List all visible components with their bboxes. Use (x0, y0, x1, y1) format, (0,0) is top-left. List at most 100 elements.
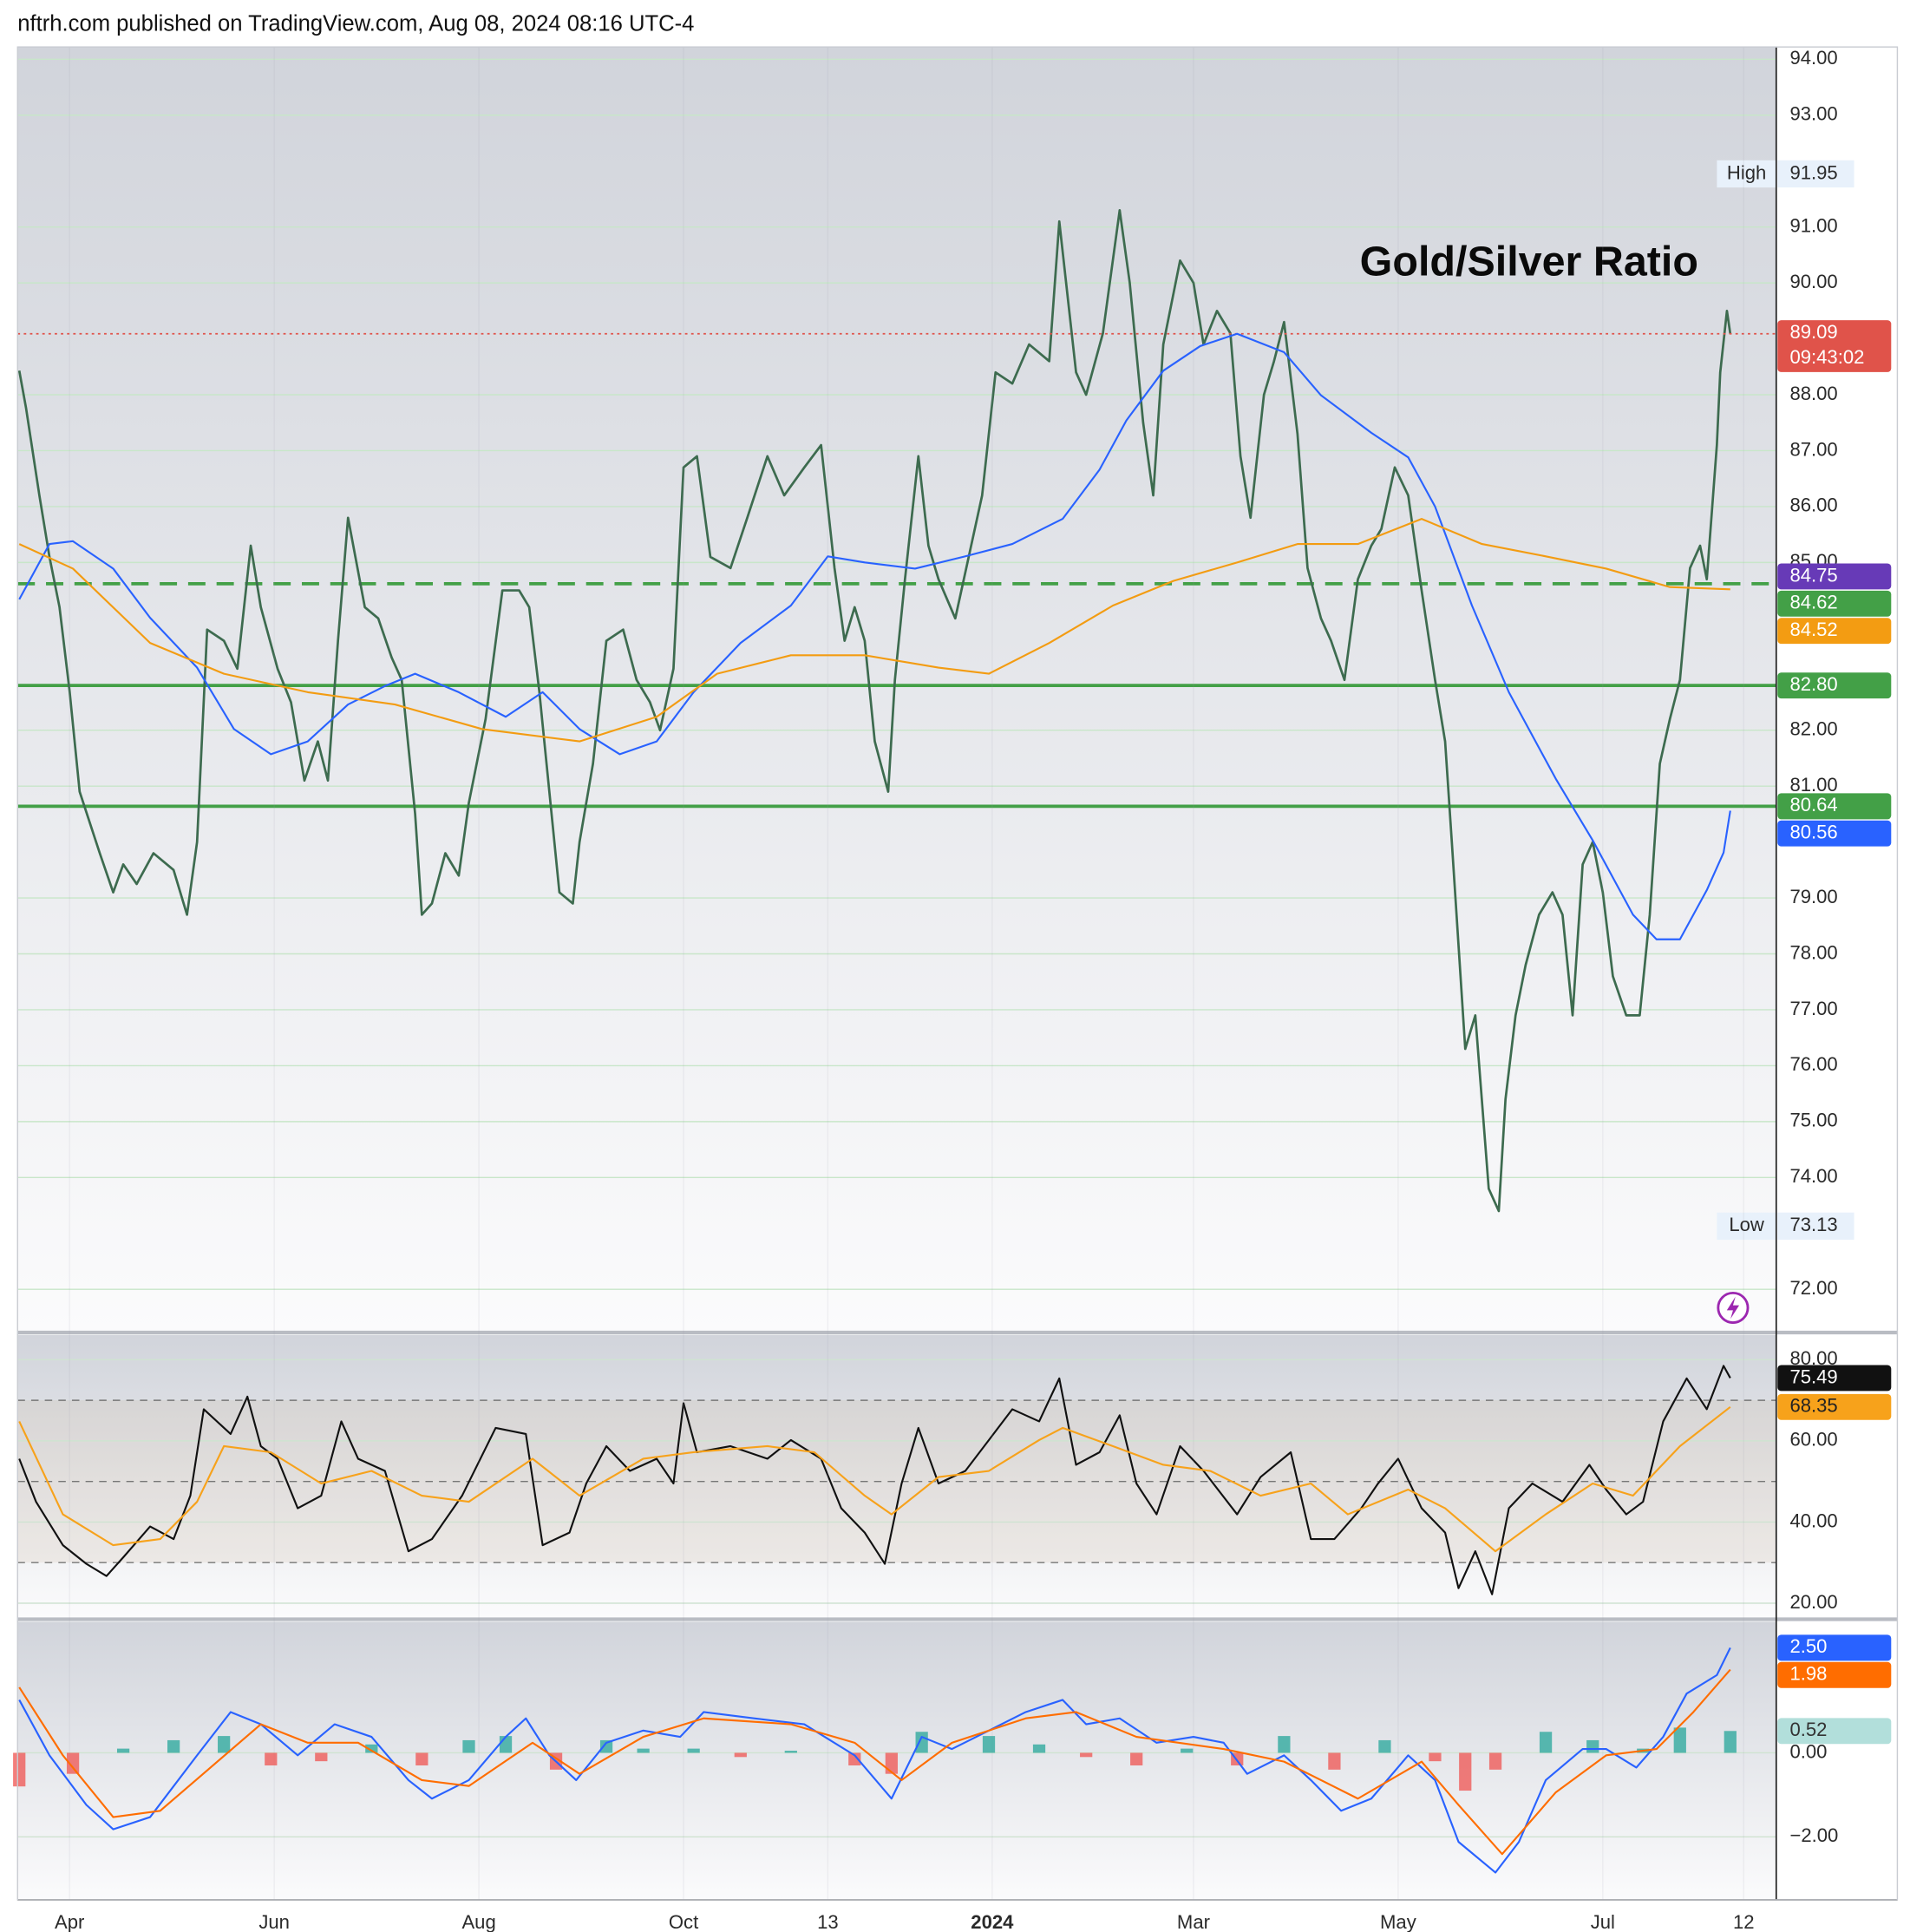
y-tick-label: 86.00 (1789, 494, 1837, 516)
extreme-value: 73.13 (1789, 1214, 1837, 1235)
series-line (18, 332, 1731, 940)
histogram-bar (13, 1752, 26, 1787)
y-tick-label: −2.00 (1789, 1824, 1838, 1846)
histogram-bar (1278, 1736, 1291, 1753)
y-tick-label: 76.00 (1789, 1053, 1837, 1075)
x-tick-label: Apr (55, 1911, 84, 1932)
price-badge-label: 80.64 (1789, 794, 1837, 815)
histogram-bar (637, 1748, 650, 1753)
x-tick-label: 13 (817, 1911, 839, 1932)
extreme-tag-bg (1717, 1212, 1776, 1241)
extreme-tag-bg (1717, 160, 1776, 188)
histogram-bar (462, 1739, 475, 1753)
histogram-bar (1724, 1731, 1737, 1753)
histogram-bar (885, 1752, 898, 1774)
y-tick-label: 74.00 (1789, 1165, 1837, 1187)
price-badge (1777, 820, 1892, 847)
y-tick-label: 94.00 (1789, 47, 1837, 69)
histogram-bar (1181, 1748, 1194, 1753)
price-badge-label: 84.62 (1789, 592, 1837, 613)
series-line (17, 208, 1732, 1213)
y-tick-label: 20.00 (1789, 1591, 1837, 1613)
price-badge (1777, 1393, 1892, 1420)
price-badge-label: 68.35 (1789, 1395, 1837, 1417)
series-line (18, 1668, 1731, 1856)
price-badge-label: 84.52 (1789, 619, 1837, 640)
x-tick-label: 12 (1733, 1911, 1755, 1932)
histogram-bar (265, 1752, 278, 1765)
histogram-bar (167, 1739, 180, 1753)
price-badge (1777, 320, 1892, 372)
histogram-bar (784, 1751, 797, 1753)
histogram-bar (499, 1736, 513, 1753)
y-tick-label: 75.00 (1789, 1110, 1837, 1131)
y-tick-label: 78.00 (1789, 941, 1837, 963)
histogram-bar (116, 1748, 130, 1753)
histogram-bar (599, 1739, 613, 1753)
histogram-bar (848, 1752, 861, 1765)
histogram-bar (1080, 1752, 1093, 1758)
price-badge-label: 82.80 (1789, 673, 1837, 695)
y-tick-label: 81.00 (1789, 774, 1837, 796)
price-badge (1777, 1365, 1892, 1392)
price-badge (1777, 563, 1892, 590)
y-tick-label: 0.00 (1789, 1740, 1827, 1762)
x-tick-label: 2024 (971, 1911, 1014, 1932)
band-fill (17, 1400, 1776, 1563)
extreme-tag: High (1727, 161, 1766, 183)
price-badge-label: 84.75 (1789, 564, 1837, 586)
price-badge (1777, 793, 1892, 820)
histogram-bar (915, 1732, 928, 1753)
histogram-bar (1539, 1732, 1553, 1753)
price-badge-label: 75.49 (1789, 1365, 1837, 1387)
histogram-bar (218, 1736, 231, 1753)
frame (16, 46, 1899, 1901)
series-line (18, 1405, 1731, 1553)
alert-icon (1717, 1291, 1750, 1324)
y-tick-label: 60.00 (1789, 1429, 1837, 1451)
y-tick-label: 87.00 (1789, 438, 1837, 460)
x-tick-label: May (1380, 1911, 1416, 1932)
y-tick-label: 88.00 (1789, 383, 1837, 404)
price-badge-label: 2.50 (1789, 1635, 1827, 1657)
series-line (18, 1365, 1731, 1595)
histogram-bar (1488, 1752, 1502, 1770)
x-tick-label: Aug (461, 1911, 495, 1932)
price-badge (1777, 1661, 1892, 1688)
extreme-tag: Low (1729, 1214, 1764, 1235)
price-badge-label: 80.56 (1789, 822, 1837, 843)
histogram-bar (734, 1752, 747, 1758)
alert-bolt (1726, 1296, 1740, 1320)
histogram-bar (1673, 1727, 1686, 1753)
y-tick-label: 93.00 (1789, 103, 1837, 125)
histogram-bar (1586, 1739, 1599, 1753)
chart-title: Gold/Silver Ratio (1360, 239, 1698, 285)
series-line (18, 518, 1730, 743)
histogram-bar (415, 1752, 428, 1765)
y-tick-label: 72.00 (1789, 1277, 1837, 1299)
x-tick-label: Jun (258, 1911, 290, 1932)
histogram-bar (1328, 1752, 1341, 1770)
price-badge-label: 1.98 (1789, 1663, 1827, 1685)
y-tick-label: 82.00 (1789, 718, 1837, 740)
price-badge (1777, 618, 1892, 645)
price-badge (1777, 1634, 1892, 1661)
y-tick-label: 40.00 (1789, 1510, 1837, 1531)
histogram-bar (365, 1744, 378, 1753)
extreme-value-bg (1777, 160, 1854, 188)
histogram-bar (1378, 1739, 1391, 1753)
histogram-bar (982, 1736, 996, 1753)
credit: nftrh.com published on TradingView.com, … (17, 11, 694, 36)
price-badge-countdown: 09:43:02 (1789, 346, 1864, 368)
histogram-bar (66, 1752, 80, 1774)
price-badge (1777, 590, 1892, 617)
extreme-value-bg (1777, 1212, 1854, 1241)
x-tick-label: Oct (669, 1911, 698, 1932)
y-tick-label: 91.00 (1789, 214, 1837, 236)
histogram-bar (1429, 1752, 1442, 1762)
histogram-bar (1459, 1752, 1472, 1791)
x-tick-label: Jul (1591, 1911, 1615, 1932)
series-line (18, 1647, 1731, 1874)
